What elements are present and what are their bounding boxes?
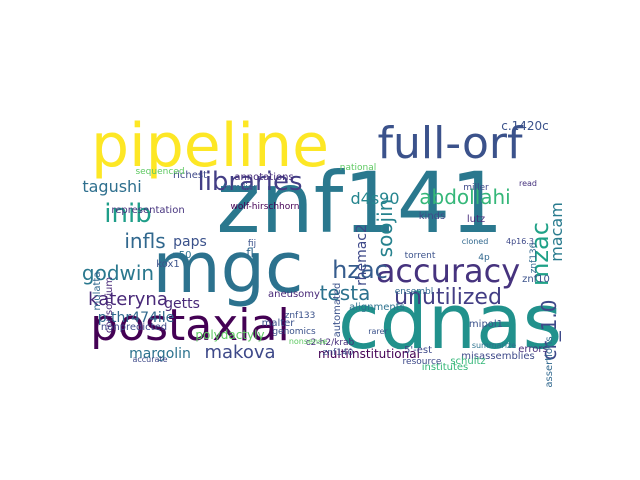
word-read: read: [519, 179, 537, 188]
word-lutz: lutz: [467, 214, 485, 225]
word-wolf-hirschhorn: wolf-hirschhorn: [231, 202, 300, 212]
word-tagushi: tagushi: [82, 177, 141, 196]
word-mipol1: mipol1: [469, 319, 503, 330]
word-miller: miller: [463, 183, 489, 193]
word-accuracy: accuracy: [376, 252, 520, 290]
word-errors: errors: [518, 344, 547, 355]
word-5-est: 5'-est: [404, 345, 432, 356]
word-makova: makova: [204, 342, 275, 363]
word-4p16-3: 4p16.3: [506, 237, 534, 246]
word-consortium: consortium: [104, 277, 115, 333]
word-misassemblies: misassemblies: [461, 351, 534, 362]
word-soojin: soojin: [373, 199, 397, 258]
word-polydactyly: polydactyly: [195, 328, 264, 342]
word-inib: inib: [104, 199, 151, 229]
word-representation: representation: [111, 205, 184, 216]
word-mgc: mgc: [152, 227, 303, 309]
word-pipeline: pipeline: [91, 111, 329, 181]
word-familiar: familiar: [223, 183, 257, 193]
word-cloned: cloned: [462, 237, 489, 246]
word-multiinstitutional: multiinstitutional: [318, 347, 420, 361]
word-richest: richest: [173, 170, 207, 181]
word-abdollahi: abdollahi: [419, 185, 510, 209]
word-macam: macam: [547, 202, 566, 262]
word-rarer: rarer: [368, 327, 388, 336]
word-nonsense: nonsense: [289, 337, 327, 346]
word-institutes: institutes: [422, 362, 469, 373]
word-kateryna: kateryna: [88, 289, 168, 310]
word-4p: 4p: [478, 253, 490, 263]
word-c-1420c: c.1420c: [501, 119, 549, 133]
word-znf10: znf10: [522, 274, 550, 285]
word-summarize: summarize: [472, 341, 516, 350]
word-assertions: assertions: [544, 336, 555, 387]
word-resource: resource: [403, 357, 442, 367]
word-d4s90: d4s90: [350, 189, 399, 208]
word-paps: paps: [173, 234, 207, 250]
word-torrent: torrent: [405, 251, 436, 261]
word-rhemac2: rhemac2: [354, 224, 370, 286]
word-testa: testa: [320, 281, 371, 305]
word-full-orf: full-orf: [377, 118, 524, 169]
word-sequenced: sequenced: [135, 167, 184, 177]
word-national: national: [340, 163, 376, 173]
word-postaxial: postaxial: [90, 300, 289, 351]
word-fij: fij: [248, 239, 256, 249]
word-libraries: libraries: [197, 167, 302, 197]
word-n50: n50: [172, 250, 191, 261]
word-alignments: alignments: [349, 302, 405, 313]
word-hzac: hzac: [332, 256, 388, 284]
word-znf140: znf140: [323, 348, 354, 358]
word-accurate: accurate: [132, 355, 167, 364]
word-infls: infls: [124, 229, 165, 253]
word-nonpredicted: nonpredicted: [101, 322, 167, 333]
word-aneusomy: aneusomy: [268, 289, 320, 300]
word-annotations: annotations: [234, 172, 293, 183]
word-getts: getts: [164, 296, 200, 312]
word-margolin: margolin: [129, 346, 191, 362]
word-kox1: kox1: [156, 259, 180, 270]
word-kinds: kinds: [419, 211, 445, 222]
word-automated: automated: [332, 283, 343, 338]
word-mulatta: mulatta: [92, 272, 103, 311]
word-znf133: znf133: [285, 311, 316, 321]
word-godwin: godwin: [82, 261, 154, 285]
cloud-background: [80, 120, 560, 360]
word-schultz: schultz: [450, 356, 485, 367]
word-malter: malter: [262, 318, 296, 329]
word-cdnas: cdnas: [338, 277, 562, 366]
word-p-thr474ile: p.thr474ile: [98, 310, 175, 326]
word-fl: fl: [246, 246, 254, 260]
word-cr-1-0: cr_1.0: [537, 299, 561, 360]
word-unutilized: unutilized: [394, 285, 502, 310]
word-znf141: znf141: [216, 154, 503, 252]
word-ensembl: ensembl: [395, 287, 433, 297]
word-genomics: genomics: [272, 327, 316, 337]
word-znf136: znf136: [529, 242, 539, 273]
word-c2-h2-krab: c2-h2/krab: [306, 338, 355, 348]
word-mzac: mzac: [526, 222, 554, 286]
